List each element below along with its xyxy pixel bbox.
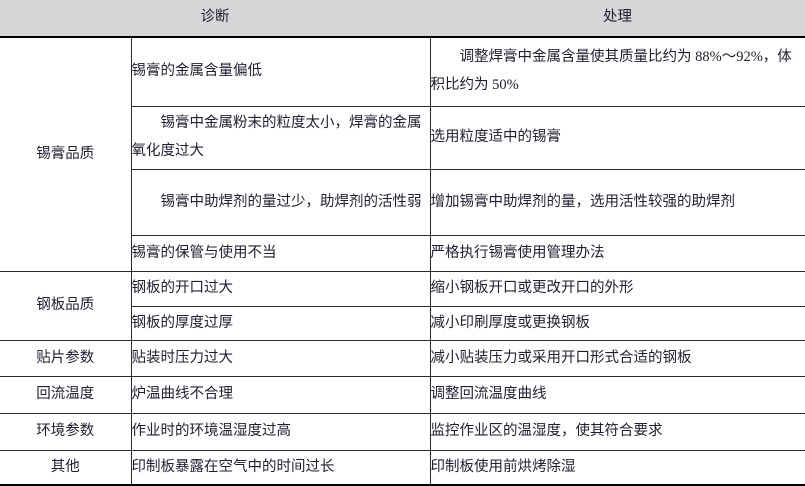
table-row: 钢板品质 钢板的开口过大 缩小钢板开口或更改开口的外形: [0, 271, 805, 341]
diagnosis-cell-1-0: 钢板的开口过大: [131, 271, 431, 307]
diagnosis-cell-0-0: 锡膏的金属含量偏低: [131, 36, 431, 107]
treatment-cell-3-0: 调整回流温度曲线: [430, 376, 805, 414]
table-header-row: 诊断 处理: [0, 0, 805, 38]
diagnosis-cell-2-0: 贴装时压力过大: [131, 340, 431, 377]
category-label-5: 其他: [0, 450, 132, 486]
category-label-2: 贴片参数: [0, 340, 132, 377]
diagnosis-cell-0-1: 锡膏中金属粉末的粒度太小，焊膏的金属氧化度过大: [131, 106, 431, 170]
treatment-cell-0-2: 增加锡膏中助焊剂的量，选用活性较强的助焊剂: [430, 169, 805, 236]
treatment-cell-1-0: 缩小钢板开口或更改开口的外形: [430, 271, 805, 307]
treatment-cell-4-0: 监控作业区的温湿度，使其符合要求: [430, 413, 805, 451]
treatment-cell-0-3: 严格执行锡膏使用管理办法: [430, 235, 805, 272]
category-label-1: 钢板品质: [0, 271, 132, 341]
category-label-3: 回流温度: [0, 376, 132, 414]
table-row: 其他 印制板暴露在空气中的时间过长 印制板使用前烘烤除湿: [0, 450, 805, 486]
header-cell-treatment: 处理: [430, 0, 805, 38]
table-row: 环境参数 作业时的环境温湿度过高 监控作业区的温湿度，使其符合要求: [0, 413, 805, 451]
diagnosis-cell-5-0: 印制板暴露在空气中的时间过长: [131, 450, 431, 486]
table-row: 贴片参数 贴装时压力过大 减小贴装压力或采用开口形式合适的钢板: [0, 340, 805, 377]
table-row: 锡膏品质 锡膏的金属含量偏低 调整焊膏中金属含量使其质量比约为 88%～92%，…: [0, 36, 805, 272]
table-row: 回流温度 炉温曲线不合理 调整回流温度曲线: [0, 376, 805, 414]
diagnosis-cell-0-2: 锡膏中助焊剂的量过少，助焊剂的活性弱: [131, 169, 431, 236]
table-row: 钢板的厚度过厚 减小印刷厚度或更换钢板: [0, 306, 805, 341]
table-row: 锡膏中金属粉末的粒度太小，焊膏的金属氧化度过大 选用粒度适中的锡膏: [0, 106, 805, 170]
category-label-4: 环境参数: [0, 413, 132, 451]
diagnosis-cell-3-0: 炉温曲线不合理: [131, 376, 431, 414]
category-label-0: 锡膏品质: [0, 36, 132, 272]
table-row: 锡膏中助焊剂的量过少，助焊剂的活性弱 增加锡膏中助焊剂的量，选用活性较强的助焊剂: [0, 169, 805, 236]
diagnosis-cell-4-0: 作业时的环境温湿度过高: [131, 413, 431, 451]
diagnosis-cell-0-3: 锡膏的保管与使用不当: [131, 235, 431, 272]
diagnosis-cell-1-1: 钢板的厚度过厚: [131, 306, 431, 341]
treatment-cell-5-0: 印制板使用前烘烤除湿: [430, 450, 805, 486]
treatment-cell-2-0: 减小贴装压力或采用开口形式合适的钢板: [430, 340, 805, 377]
treatment-cell-0-0: 调整焊膏中金属含量使其质量比约为 88%～92%，体积比约为 50%: [430, 36, 805, 107]
header-cell-diagnosis: 诊断: [0, 0, 430, 38]
treatment-cell-1-1: 减小印刷厚度或更换钢板: [430, 306, 805, 341]
treatment-cell-0-1: 选用粒度适中的锡膏: [430, 106, 805, 170]
